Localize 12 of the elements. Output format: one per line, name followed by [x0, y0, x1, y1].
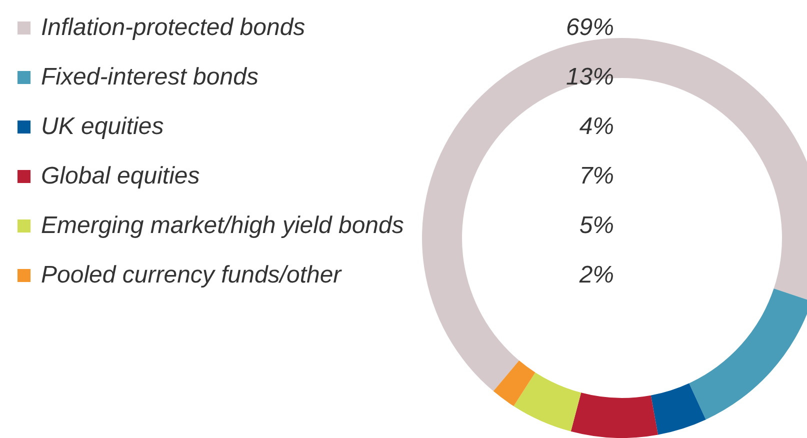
legend-label: Pooled currency funds/other	[41, 262, 342, 288]
legend-label: Fixed-interest bonds	[41, 64, 258, 90]
data-label: 69%	[566, 14, 614, 41]
data-label: 5%	[579, 212, 614, 239]
legend-label: Emerging market/high yield bonds	[41, 212, 404, 239]
legend-label: Inflation-protected bonds	[41, 14, 306, 41]
data-label: 13%	[566, 64, 614, 90]
legend-label: Global equities	[41, 162, 200, 190]
data-label: 2%	[578, 262, 614, 288]
legend-label: UK equities	[41, 113, 164, 140]
data-label: 4%	[579, 113, 614, 140]
data-label: 7%	[579, 162, 614, 190]
